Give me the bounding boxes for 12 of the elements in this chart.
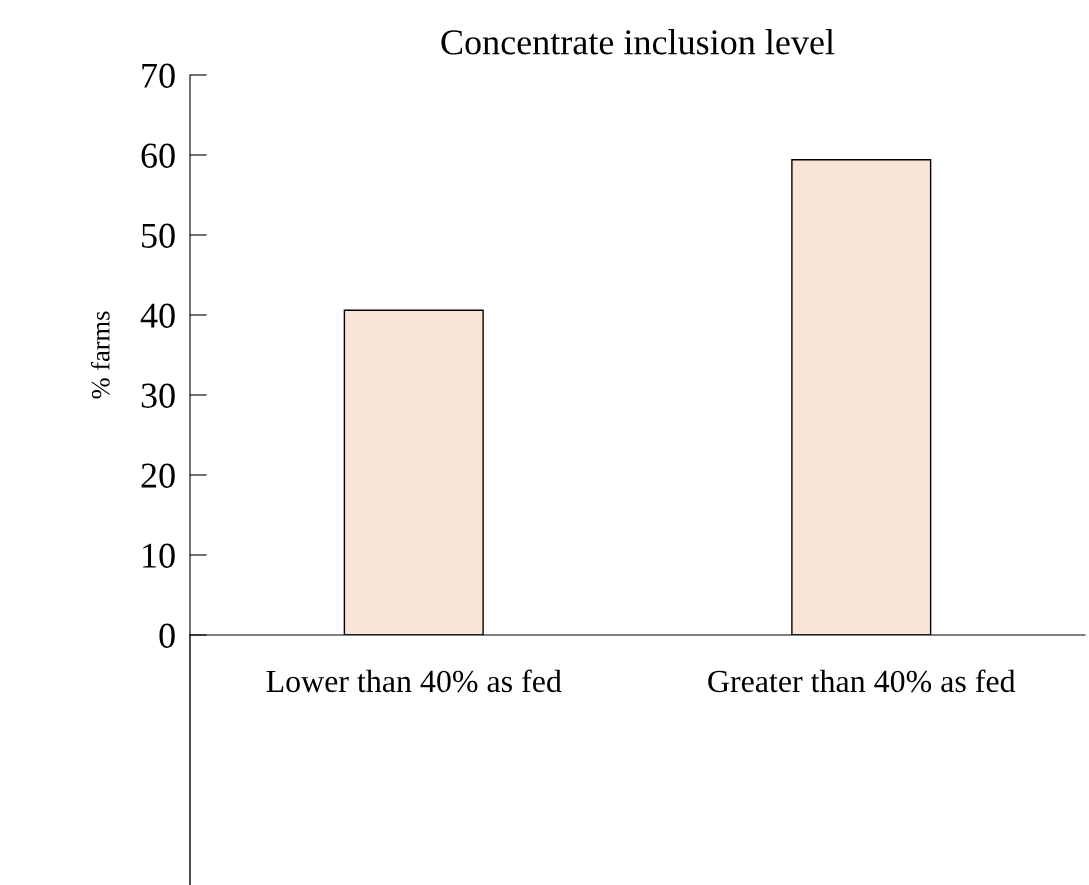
x-tick-label: Greater than 40% as fed bbox=[708, 669, 1016, 693]
y-axis-title: % farms bbox=[90, 311, 110, 399]
y-tick-label: 10 bbox=[143, 543, 175, 568]
y-tick-label: 30 bbox=[141, 383, 175, 408]
y-tick-label: 20 bbox=[141, 463, 175, 488]
y-tick-label: 40 bbox=[140, 303, 175, 328]
y-tick-label: 0 bbox=[159, 623, 175, 648]
x-tick-label: Lower than 40% as fed bbox=[266, 669, 562, 693]
chart-title: Concentrate inclusion level bbox=[441, 29, 835, 55]
y-tick-label: 60 bbox=[141, 143, 175, 168]
y-tick-label: 50 bbox=[142, 223, 175, 248]
y-tick-label: 70 bbox=[142, 63, 175, 88]
